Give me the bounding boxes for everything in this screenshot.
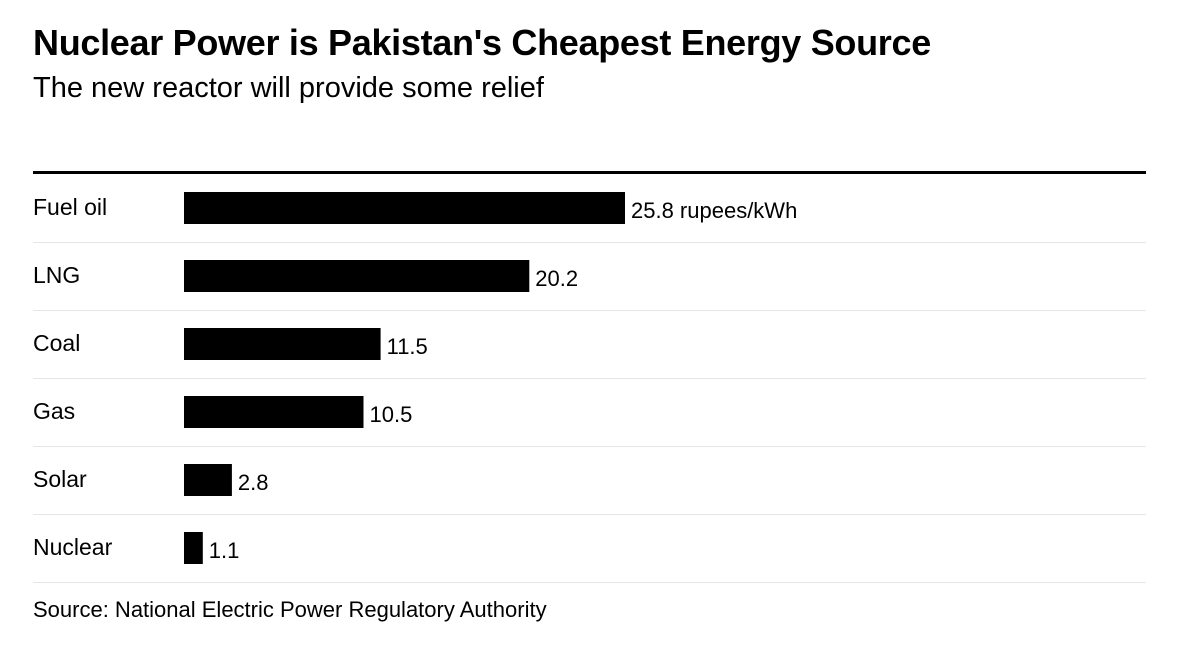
category-label-lng: LNG (33, 262, 80, 288)
bar-coal (184, 328, 381, 360)
value-label-lng: 20.2 (535, 266, 578, 291)
chart-title: Nuclear Power is Pakistan's Cheapest Ene… (33, 22, 931, 63)
bar-nuclear (184, 532, 203, 564)
value-label-gas: 10.5 (370, 402, 413, 427)
value-label-coal: 11.5 (387, 334, 428, 359)
source-note: Source: National Electric Power Regulato… (33, 597, 547, 622)
category-label-fuel-oil: Fuel oil (33, 194, 107, 220)
bar-lng (184, 260, 530, 292)
value-label-solar: 2.8 (238, 470, 269, 495)
category-label-coal: Coal (33, 330, 80, 356)
category-label-gas: Gas (33, 398, 75, 424)
value-label-nuclear: 1.1 (209, 538, 240, 563)
top-rule (33, 171, 1146, 174)
value-label-fuel-oil: 25.8 rupees/kWh (631, 198, 797, 223)
bar-fuel-oil (184, 192, 625, 224)
bar-solar (184, 464, 232, 496)
bar-gas (184, 396, 364, 428)
category-label-solar: Solar (33, 466, 87, 492)
chart-subtitle: The new reactor will provide some relief (33, 72, 544, 104)
category-label-nuclear: Nuclear (33, 534, 113, 560)
